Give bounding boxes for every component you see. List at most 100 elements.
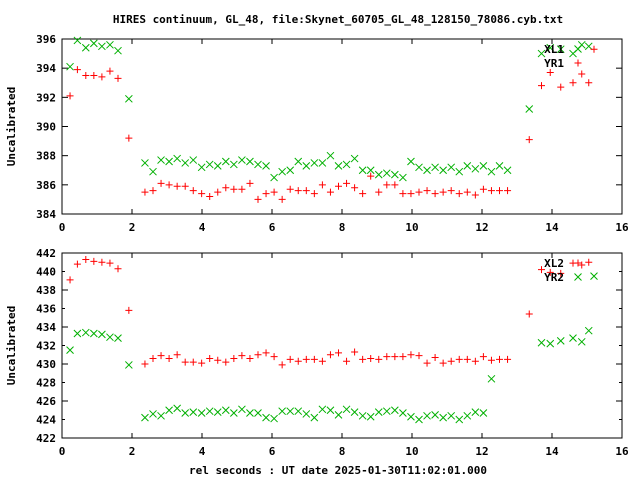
x-tick-label: 8 — [339, 221, 346, 234]
data-point — [496, 355, 503, 363]
data-point — [367, 172, 375, 180]
data-point — [270, 414, 278, 423]
data-point — [81, 328, 90, 337]
data-point — [455, 355, 463, 363]
data-point — [504, 355, 512, 363]
data-point — [487, 167, 496, 176]
data-point — [471, 191, 479, 199]
data-point — [342, 405, 351, 414]
legend-marker — [574, 59, 582, 67]
y-tick-label: 440 — [36, 266, 56, 279]
data-point — [585, 258, 593, 266]
legend-label: YR1 — [544, 57, 564, 70]
data-point — [525, 136, 533, 144]
data-point — [149, 354, 157, 362]
data-point — [374, 408, 383, 416]
data-point — [383, 181, 391, 189]
data-point — [98, 73, 106, 81]
data-point — [350, 408, 359, 416]
data-point — [546, 69, 554, 77]
data-point — [157, 156, 165, 164]
data-point — [578, 261, 586, 269]
data-point — [431, 163, 439, 172]
data-point — [537, 49, 546, 58]
data-point — [335, 182, 342, 190]
data-point — [173, 351, 181, 359]
data-point — [81, 43, 90, 52]
data-point — [546, 268, 554, 276]
data-point — [431, 190, 439, 198]
data-point — [358, 166, 367, 175]
data-point — [342, 160, 351, 169]
data-point — [538, 82, 545, 90]
data-point — [415, 163, 423, 172]
data-point — [197, 163, 206, 172]
data-point — [114, 334, 122, 342]
data-point — [423, 166, 431, 175]
data-point — [141, 159, 149, 167]
data-point — [82, 255, 90, 263]
data-point — [262, 190, 270, 198]
data-point — [455, 190, 463, 198]
data-point — [310, 355, 318, 363]
data-point — [90, 71, 98, 79]
data-point — [294, 157, 303, 166]
data-point — [455, 167, 464, 176]
data-point — [302, 162, 311, 170]
data-point — [318, 357, 326, 365]
data-point — [471, 357, 479, 365]
data-point — [423, 359, 431, 367]
data-point — [197, 409, 206, 417]
data-point — [351, 184, 359, 192]
data-point — [366, 412, 375, 421]
y-tick-label: 386 — [36, 179, 56, 192]
series-XL1 — [66, 36, 593, 182]
data-point — [198, 359, 206, 367]
y-tick-label: 430 — [36, 358, 56, 371]
data-point — [73, 36, 82, 45]
y-tick-label: 390 — [36, 121, 56, 134]
x-tick-label: 0 — [59, 445, 66, 458]
data-point — [415, 415, 423, 424]
legend-label: YR2 — [544, 271, 564, 284]
data-point — [149, 410, 157, 418]
x-tick-label: 10 — [405, 445, 418, 458]
data-point — [431, 411, 439, 419]
data-point — [66, 62, 74, 71]
data-point — [496, 187, 503, 195]
data-point — [213, 162, 222, 170]
data-point — [556, 337, 565, 345]
x-tick-label: 6 — [269, 221, 276, 234]
data-point — [98, 330, 106, 339]
series-YR1 — [66, 45, 598, 203]
data-point — [326, 351, 334, 359]
data-point — [82, 71, 90, 79]
data-point — [407, 351, 415, 359]
data-point — [577, 337, 586, 346]
data-point — [173, 404, 182, 413]
data-point — [165, 181, 173, 189]
data-point — [318, 181, 326, 189]
data-point — [374, 170, 383, 179]
data-point — [198, 190, 206, 198]
data-point — [495, 162, 504, 170]
data-point — [578, 70, 586, 78]
data-point — [141, 360, 149, 368]
data-point — [302, 410, 311, 418]
x-tick-label: 4 — [199, 221, 206, 234]
data-point — [569, 334, 577, 342]
panel-1: 0 2 4 6 8 10 12 14 16 384 386 388 390 392 394 396 Uncali… — [5, 33, 629, 234]
data-point — [286, 407, 295, 416]
data-point — [590, 272, 598, 280]
data-point — [546, 43, 555, 52]
data-point — [157, 411, 165, 420]
data-point — [463, 355, 471, 363]
data-point — [557, 83, 565, 91]
data-point — [246, 409, 254, 417]
data-point — [189, 187, 197, 195]
data-point — [447, 411, 456, 420]
data-point — [310, 190, 318, 198]
data-point — [157, 352, 165, 360]
data-point — [399, 353, 407, 361]
